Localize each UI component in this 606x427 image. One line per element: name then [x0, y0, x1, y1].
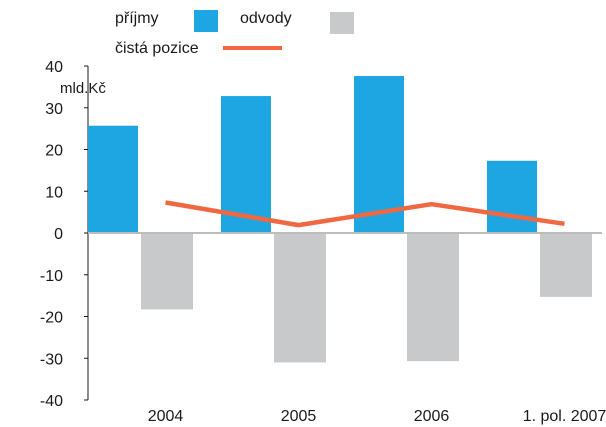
legend-label-prijmy: příjmy [115, 10, 159, 27]
bar-prijmy [354, 76, 404, 234]
bar-prijmy [221, 96, 271, 233]
bars [88, 76, 592, 363]
bar-prijmy [487, 160, 537, 233]
legend-swatch-prijmy [194, 10, 218, 32]
y-axis: 40 30 20 10 0 -10 -20 -30 -40 [40, 59, 89, 410]
legend-label-cista-pozice: čistá pozice [115, 40, 199, 57]
y-tick-label: -20 [40, 310, 63, 327]
y-tick-label: 10 [45, 184, 63, 201]
y-tick-label: -40 [40, 393, 63, 410]
legend-swatch-odvody [330, 12, 354, 34]
bar-odvody [141, 233, 193, 310]
y-tick-label: -30 [40, 351, 63, 368]
bar-odvody [407, 233, 459, 362]
x-tick-label: 1. pol. 2007 [523, 408, 606, 425]
x-tick-label: 2005 [281, 408, 317, 425]
y-tick-label: 40 [45, 59, 63, 76]
y-tick-label: 30 [45, 101, 63, 118]
y-tick-label: 20 [45, 143, 63, 160]
bar-prijmy [88, 125, 138, 233]
y-tick-label: 0 [54, 226, 63, 243]
x-tick-label: 2006 [414, 408, 450, 425]
x-axis: 2004 2005 2006 1. pol. 2007 [148, 408, 606, 425]
x-tick-label: 2004 [148, 408, 184, 425]
legend: příjmy odvody čistá pozice [115, 10, 354, 57]
legend-label-odvody: odvody [240, 10, 292, 27]
y-tick-label: -10 [40, 268, 63, 285]
bar-odvody [274, 233, 326, 363]
y-axis-label: mld.Kč [60, 80, 106, 97]
line-cista-pozice [165, 200, 565, 228]
line-series [165, 200, 565, 228]
bar-odvody [540, 233, 592, 297]
